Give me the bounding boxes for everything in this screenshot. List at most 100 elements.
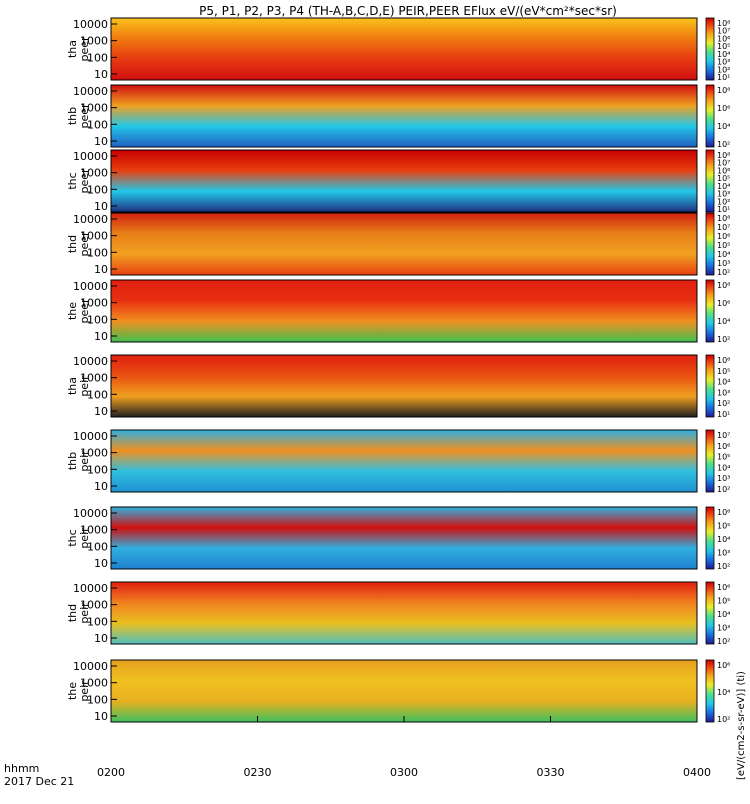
colorbar [705,279,715,343]
panel-species-label: peer [78,168,91,194]
panel-species-label: peir [78,527,91,549]
colorbar-tick-label: 10⁵ [717,597,730,606]
colorbar-tick-label: 10⁸ [717,281,730,290]
colorbar-tick-label: 10³ [717,624,730,633]
colorbar-tick-label: 10⁶ [717,104,730,113]
y-tick-label: 10000 [73,355,108,368]
colorbar-tick-label: 10⁸ [717,86,730,95]
y-tick-label: 100 [87,183,108,196]
spectrogram-area [110,429,698,493]
panel-the-peer: 10000 1000 100 10 the peer 10⁸ 10⁶ 10⁴ 10² [66,279,730,344]
x-axis-date-label: 2017 Dec 21 [4,775,74,788]
colorbar-tick-label: 10⁷ [717,27,730,36]
y-tick-label: 10 [94,480,108,493]
panel-probe-label: thc [66,529,79,546]
x-axis-row-label: hhmm [4,762,39,775]
y-tick-label: 1000 [80,297,108,310]
colorbar-tick-label: 10⁴ [717,610,730,619]
colorbar-tick-label: 10² [717,637,730,646]
panel-species-label: peer [78,298,91,324]
colorbar-tick-label: 10⁶ [717,166,730,175]
y-tick-label: 100 [87,313,108,326]
y-tick-label: 10000 [73,213,108,226]
colorbar-tick-label: 10⁴ [717,463,730,472]
x-tick-label: 0330 [537,766,565,779]
colorbar [705,506,715,570]
colorbar [705,354,715,418]
colorbar-tick-label: 10² [717,399,730,408]
colorbar-tick-label: 10² [717,485,730,494]
spectrogram-area [110,17,698,81]
y-tick-label: 100 [87,693,108,706]
y-tick-label: 10000 [73,507,108,520]
colorbar-tick-label: 10² [717,140,730,149]
panel-probe-label: thd [66,604,79,622]
colorbar-tick-label: 10⁷ [717,223,730,232]
y-tick-label: 1000 [80,372,108,385]
y-tick-label: 10 [94,710,108,723]
spectrogram-area [110,212,698,276]
y-tick-label: 100 [87,51,108,64]
y-tick-label: 10 [94,135,108,148]
y-tick-label: 100 [87,118,108,131]
colorbar [705,429,715,493]
y-tick-label: 100 [87,388,108,401]
y-tick-label: 10 [94,200,108,213]
spectrogram-area [110,354,698,418]
colorbar-tick-label: 10⁴ [717,122,730,131]
y-tick-label: 100 [87,463,108,476]
panel-species-label: peir [78,680,91,702]
y-tick-label: 10000 [73,430,108,443]
colorbar-tick-label: 10² [717,562,730,571]
colorbar-tick-label: 10⁶ [717,232,730,241]
colorbar-tick-label: 10³ [717,190,730,199]
panel-thc-peir: 10000 1000 100 10 thc peir 10⁶ 10⁵ 10⁴ 10³ 10² [66,506,730,571]
panel-thd-peir: 10000 1000 100 10 thd peir 10⁶ 10⁵ 10⁴ 10³ 10² [66,581,730,646]
y-tick-label: 10 [94,263,108,276]
panel-probe-label: thc [66,172,79,189]
colorbar-tick-label: 10⁸ [717,214,730,223]
colorbar-tick-label: 10⁶ [717,661,730,670]
y-tick-label: 1000 [80,447,108,460]
colorbar [705,212,715,276]
colorbar-tick-label: 10³ [717,58,730,67]
y-tick-label: 1000 [80,599,108,612]
spectrogram-area [110,149,698,213]
colorbar-tick-label: 10⁴ [717,535,730,544]
panel-probe-label: the [66,302,79,320]
x-tick-label: 0230 [244,766,272,779]
colorbar-tick-label: 10⁴ [717,688,730,697]
colorbar-tick-label: 10³ [717,549,730,558]
panel-the-peir: 10000 1000 100 10 the peir 10⁶ 10⁴ 10² [66,659,730,724]
y-tick-label: 100 [87,246,108,259]
colorbar-tick-label: 10⁷ [717,159,730,168]
colorbar-tick-label: 10⁴ [717,317,730,326]
colorbar-tick-label: 10⁵ [717,174,730,183]
colorbar-tick-label: 10¹ [717,205,730,214]
colorbar [705,84,715,148]
colorbar [705,659,715,723]
colorbar-tick-label: 10⁵ [717,367,730,376]
y-tick-label: 100 [87,615,108,628]
panel-species-label: peir [78,602,91,624]
y-tick-label: 10000 [73,582,108,595]
colorbar-tick-label: 10³ [717,474,730,483]
colorbar-tick-label: 10¹ [717,73,730,82]
colorbar-tick-label: 10⁶ [717,583,730,592]
y-tick-label: 1000 [80,230,108,243]
y-tick-label: 10000 [73,150,108,163]
panel-species-label: peer [78,103,91,129]
y-tick-label: 1000 [80,677,108,690]
panel-probe-label: thb [66,452,79,470]
colorbar-tick-label: 10⁶ [717,34,730,43]
spectrogram-area [110,659,698,723]
colorbar-tick-label: 10⁶ [717,442,730,451]
y-tick-label: 10 [94,632,108,645]
colorbar [705,149,715,213]
y-tick-label: 1000 [80,167,108,180]
y-tick-label: 10000 [73,280,108,293]
y-tick-label: 10 [94,330,108,343]
